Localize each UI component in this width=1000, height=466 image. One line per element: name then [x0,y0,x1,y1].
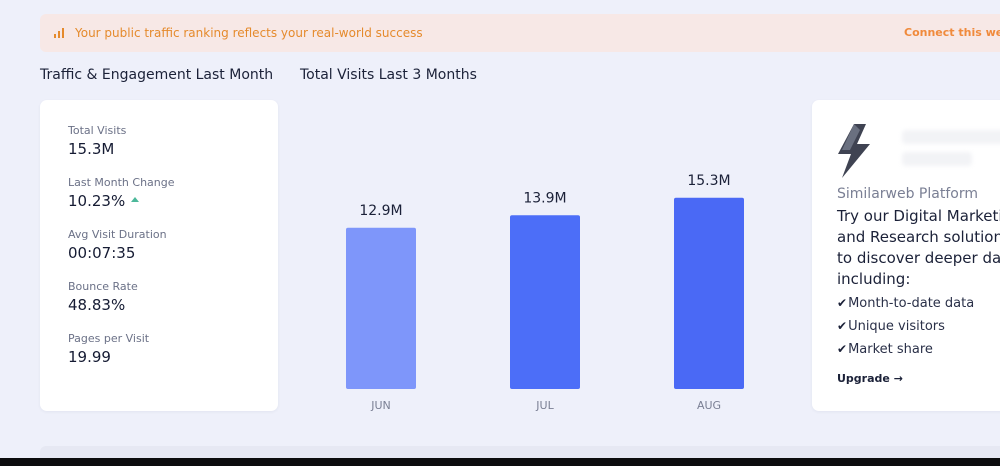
metric-value: 19.99 [68,348,111,366]
metric-label: Avg Visit Duration [68,228,167,241]
feature-item: ✔Unique visitors [837,319,945,334]
data-label: 12.9M [359,203,402,219]
metric-pages-per-visit: Pages per Visit 19.99 [68,332,278,384]
metric-value-row: 10.23% [68,191,278,211]
x-tick-label: AUG [697,399,721,412]
metric-avg-visit-duration: Avg Visit Duration 00:07:35 [68,228,278,280]
metric-label: Bounce Rate [68,280,138,293]
bar-chart-icon [54,28,68,38]
blurred-placeholder [902,130,1000,144]
lightning-bolt-icon [838,124,870,178]
metric-label: Pages per Visit [68,332,150,345]
upgrade-link[interactable]: Upgrade → [837,372,903,385]
metric-label: Last Month Change [68,176,175,189]
metric-value: 15.3M [68,140,115,158]
metric-value: 10.23% [68,192,126,210]
connect-website-link[interactable]: Connect this we [904,26,1000,39]
checkmark-icon: ✔ [837,342,848,356]
traffic-ranking-banner: Your public traffic ranking reflects you… [40,14,1000,52]
feature-label: Unique visitors [848,319,945,334]
next-section-panel [40,446,1000,458]
bar-aug[interactable] [674,197,744,389]
metric-label: Total Visits [68,124,127,137]
feature-label: Month-to-date data [848,296,975,311]
promo-headline-line: to discover deeper da [837,249,1000,267]
feature-item: ✔Market share [837,342,933,357]
promo-headline-line: including: [837,270,911,288]
trend-up-icon [131,197,140,202]
metric-total-visits: Total Visits 15.3M [68,124,278,176]
feature-item: ✔Month-to-date data [837,296,974,311]
banner-text: Your public traffic ranking reflects you… [75,26,423,40]
similarweb-promo-card: Similarweb Platform Try our Digital Mark… [812,100,1000,411]
engagement-section-title: Traffic & Engagement Last Month [40,67,274,83]
total-visits-bar-chart: 12.9M JUN 13.9M JUL 15.3M AUG [300,100,780,420]
metric-value: 00:07:35 [68,244,136,262]
checkmark-icon: ✔ [837,296,848,310]
metric-last-month-change: Last Month Change 10.23% [68,176,278,228]
bar-jul[interactable] [510,215,580,389]
bar-jun[interactable] [346,227,416,389]
screen-bottom-edge [0,458,1000,466]
feature-label: Market share [848,342,933,357]
x-tick-label: JUN [370,399,391,412]
promo-headline: Try our Digital Marketi and Research sol… [837,206,1000,290]
engagement-metrics-card: Total Visits 15.3M Last Month Change 10.… [40,100,278,411]
visits-section-title: Total Visits Last 3 Months [300,67,477,83]
x-tick-label: JUL [535,399,554,412]
checkmark-icon: ✔ [837,319,848,333]
data-label: 13.9M [523,190,566,206]
metric-value: 48.83% [68,296,126,314]
promo-headline-line: and Research solution [837,228,1000,246]
metric-bounce-rate: Bounce Rate 48.83% [68,280,278,332]
promo-headline-line: Try our Digital Marketi [837,207,1000,225]
chart-svg: 12.9M JUN 13.9M JUL 15.3M AUG [346,173,744,412]
blurred-placeholder [902,152,972,166]
data-label: 15.3M [687,173,730,189]
promo-subtitle: Similarweb Platform [837,186,978,202]
